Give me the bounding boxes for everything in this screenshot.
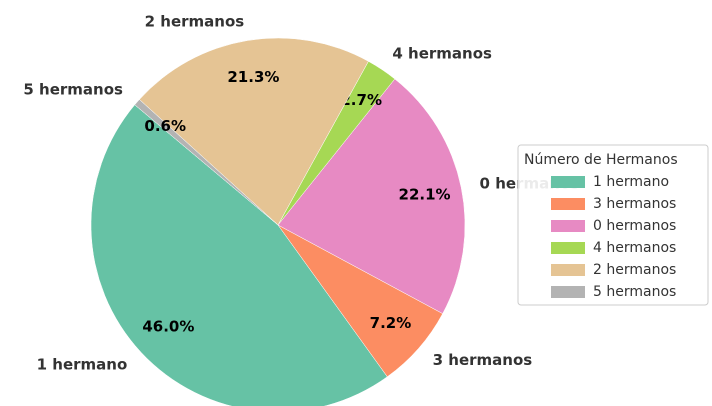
legend-label: 0 hermanos bbox=[593, 218, 676, 234]
percent-label: 2.7% bbox=[340, 91, 382, 109]
percent-label: 22.1% bbox=[399, 186, 451, 204]
legend-swatch bbox=[551, 198, 585, 210]
slice-label: 4 hermanos bbox=[392, 45, 492, 63]
legend-swatch bbox=[551, 286, 585, 298]
legend-swatch bbox=[551, 242, 585, 254]
legend-label: 2 hermanos bbox=[593, 262, 676, 278]
wedge bbox=[90, 104, 388, 406]
legend-title: Número de Hermanos bbox=[524, 152, 678, 168]
percent-label: 21.3% bbox=[227, 68, 279, 86]
legend-label: 3 hermanos bbox=[593, 196, 676, 212]
slice-label: 3 hermanos bbox=[433, 351, 533, 369]
percent-label: 46.0% bbox=[142, 317, 194, 335]
wedge bbox=[277, 78, 466, 314]
legend-label: 5 hermanos bbox=[593, 284, 676, 300]
legend-label: 1 hermano bbox=[593, 174, 669, 190]
legend-swatch bbox=[551, 220, 585, 232]
percent-label: 0.6% bbox=[144, 117, 186, 135]
wedge bbox=[139, 37, 369, 226]
legend-swatch bbox=[551, 264, 585, 276]
slice-label: 1 hermano bbox=[37, 355, 128, 373]
legend-swatch bbox=[551, 176, 585, 188]
percent-label: 7.2% bbox=[370, 314, 412, 332]
wedge bbox=[134, 99, 279, 226]
legend-label: 4 hermanos bbox=[593, 240, 676, 256]
slice-label: 5 hermanos bbox=[23, 80, 123, 98]
legend: Número de Hermanos 1 hermano 3 hermanos 0 … bbox=[517, 144, 709, 306]
slice-label: 2 hermanos bbox=[145, 13, 245, 31]
